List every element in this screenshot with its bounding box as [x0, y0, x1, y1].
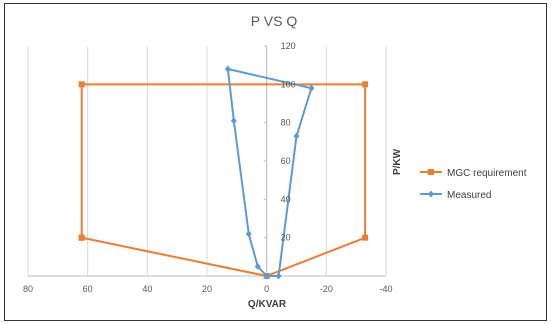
legend: MGC requirement Measured [420, 168, 527, 201]
series-line [226, 68, 313, 277]
data-point [362, 234, 369, 241]
legend-swatch-marker [428, 169, 434, 175]
data-point [224, 65, 231, 73]
data-point [78, 81, 85, 88]
chart-frame [4, 3, 547, 321]
data-point [263, 272, 270, 280]
legend-item: MGC requirement [420, 168, 527, 179]
x-tick-label: 40 [142, 284, 152, 294]
y-tick-label: 80 [281, 118, 291, 128]
legend-item: Measured [420, 190, 491, 201]
x-tick-label: -40 [379, 284, 392, 294]
data-point [230, 117, 237, 125]
y-tick-label: 20 [281, 233, 291, 243]
y-tick-label: 100 [281, 79, 296, 89]
series-line [80, 83, 367, 277]
x-tick-label: -20 [320, 284, 333, 294]
legend-swatch-marker [428, 190, 434, 198]
y-tick-label: 60 [281, 156, 291, 166]
data-point [362, 81, 369, 88]
x-axis-label: Q/KVAR [248, 299, 287, 310]
data-point [254, 262, 261, 270]
data-point [293, 132, 300, 140]
y-tick-label: 120 [281, 41, 296, 51]
data-point [78, 234, 85, 241]
x-tick-label: 80 [23, 284, 33, 294]
data-point [308, 84, 315, 92]
y-axis-label: P/KW [392, 148, 403, 175]
tick-labels: 80 60 40 20 0 -20 -40 20 40 60 80 100 120 [23, 41, 393, 294]
series-measured [224, 65, 315, 280]
y-tick-label: 40 [281, 194, 291, 204]
data-point [245, 230, 252, 238]
x-tick-label: 20 [202, 284, 212, 294]
data-point [275, 272, 282, 280]
x-tick-label: 0 [264, 284, 269, 294]
legend-label: Measured [447, 190, 491, 201]
series-mgc-requirement [78, 81, 369, 279]
series-layer [78, 65, 369, 280]
x-tick-label: 60 [83, 284, 93, 294]
chart-title: P VS Q [251, 13, 298, 29]
legend-label: MGC requirement [447, 168, 527, 179]
